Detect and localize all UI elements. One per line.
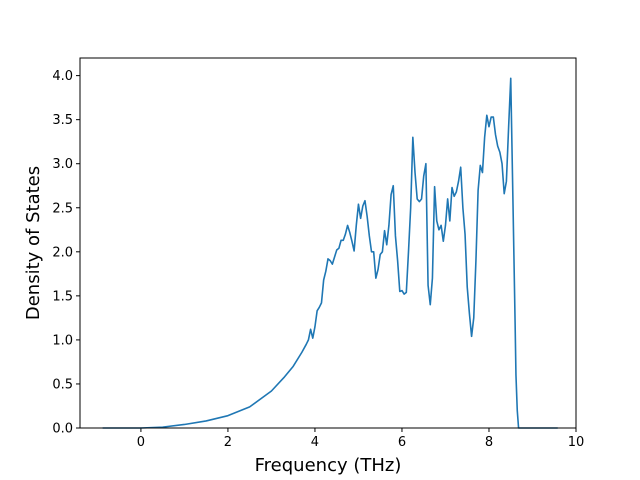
y-axis-label: Density of States xyxy=(23,166,44,320)
plot-area xyxy=(80,58,576,428)
y-tick-label: 1.5 xyxy=(52,289,73,304)
y-tick-label: 4.0 xyxy=(52,69,73,84)
y-tick-label: 3.5 xyxy=(52,113,73,128)
y-tick-label: 0.0 xyxy=(52,422,73,437)
x-axis-label: Frequency (THz) xyxy=(255,455,402,476)
y-tick-label: 2.5 xyxy=(52,201,73,216)
y-tick-label: 2.0 xyxy=(52,245,73,260)
x-tick-label: 4 xyxy=(311,435,319,450)
plot-frame xyxy=(79,57,577,429)
x-tick-label: 6 xyxy=(398,435,406,450)
tick-group: 0 2 4 6 8 10 0.0 0.5 1.0 1.5 2.0 2.5 3.0 3.5 4.0 xyxy=(52,69,584,450)
dos-series-line xyxy=(102,77,558,429)
x-tick-label: 8 xyxy=(485,435,493,450)
y-tick-label: 1.0 xyxy=(52,333,73,348)
x-tick-label: 10 xyxy=(568,435,585,450)
y-tick-label: 0.5 xyxy=(52,377,73,392)
x-tick-label: 0 xyxy=(137,435,145,450)
x-tick-label: 2 xyxy=(224,435,232,450)
y-tick-label: 3.0 xyxy=(52,157,73,172)
